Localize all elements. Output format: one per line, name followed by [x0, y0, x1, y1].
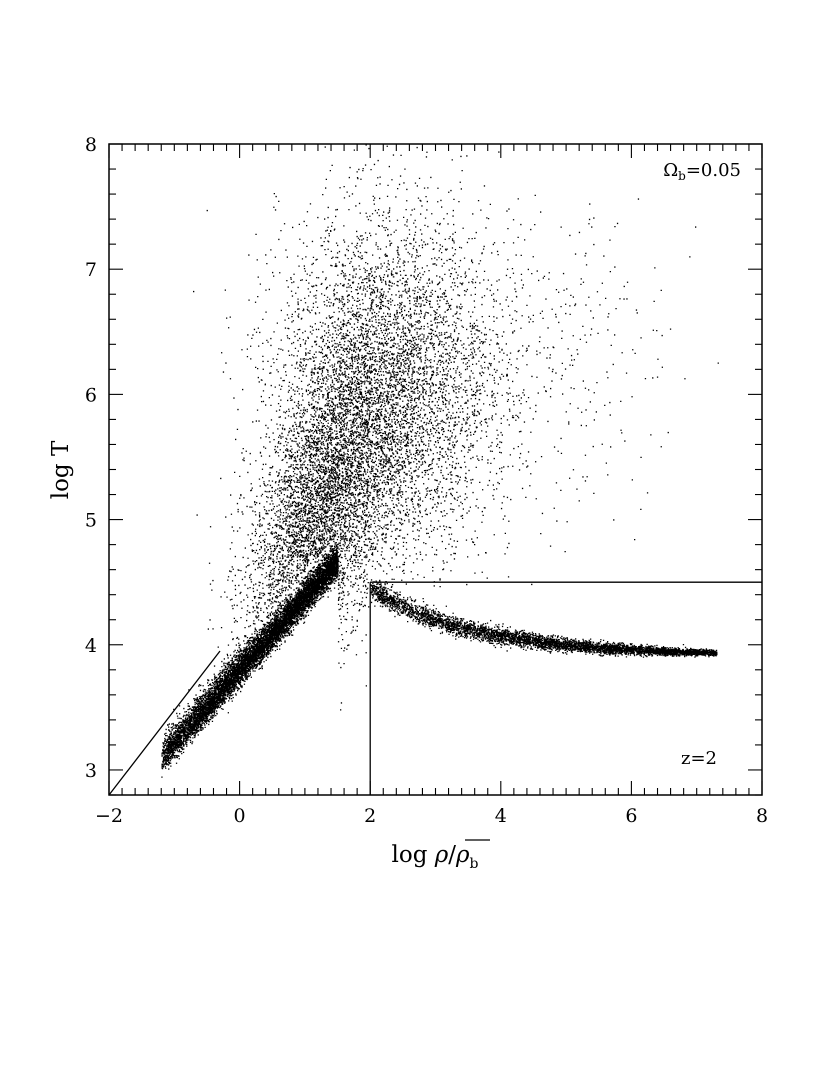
particle-points	[161, 144, 719, 778]
diagonal-line	[108, 650, 221, 796]
y-tick-label: 6	[85, 384, 97, 406]
y-tick-label: 7	[85, 259, 97, 281]
y-tick-label: 3	[85, 760, 97, 782]
x-tick-label: 6	[625, 805, 637, 827]
redshift-annotation: z=2	[681, 748, 717, 769]
tick-labels: −2 0 2 4 6 8 3 4 5 6 7 8	[85, 134, 768, 827]
y-axis-title: log T	[48, 440, 74, 499]
x-tick-label: 2	[364, 805, 376, 827]
y-tick-label: 8	[85, 134, 97, 156]
y-tick-label: 4	[85, 635, 97, 657]
x-tick-label: 4	[495, 805, 507, 827]
y-tick-label: 5	[85, 510, 97, 532]
x-axis-title: log ρ/ρb	[391, 842, 478, 872]
x-tick-label: 0	[234, 805, 246, 827]
omega-annotation: Ωb=0.05	[663, 160, 741, 183]
x-tick-label: 8	[756, 805, 768, 827]
x-tick-label: −2	[95, 805, 123, 827]
particle-scatter-points	[161, 144, 719, 778]
reference-lines	[108, 581, 762, 796]
axis-ticks	[108, 143, 763, 796]
